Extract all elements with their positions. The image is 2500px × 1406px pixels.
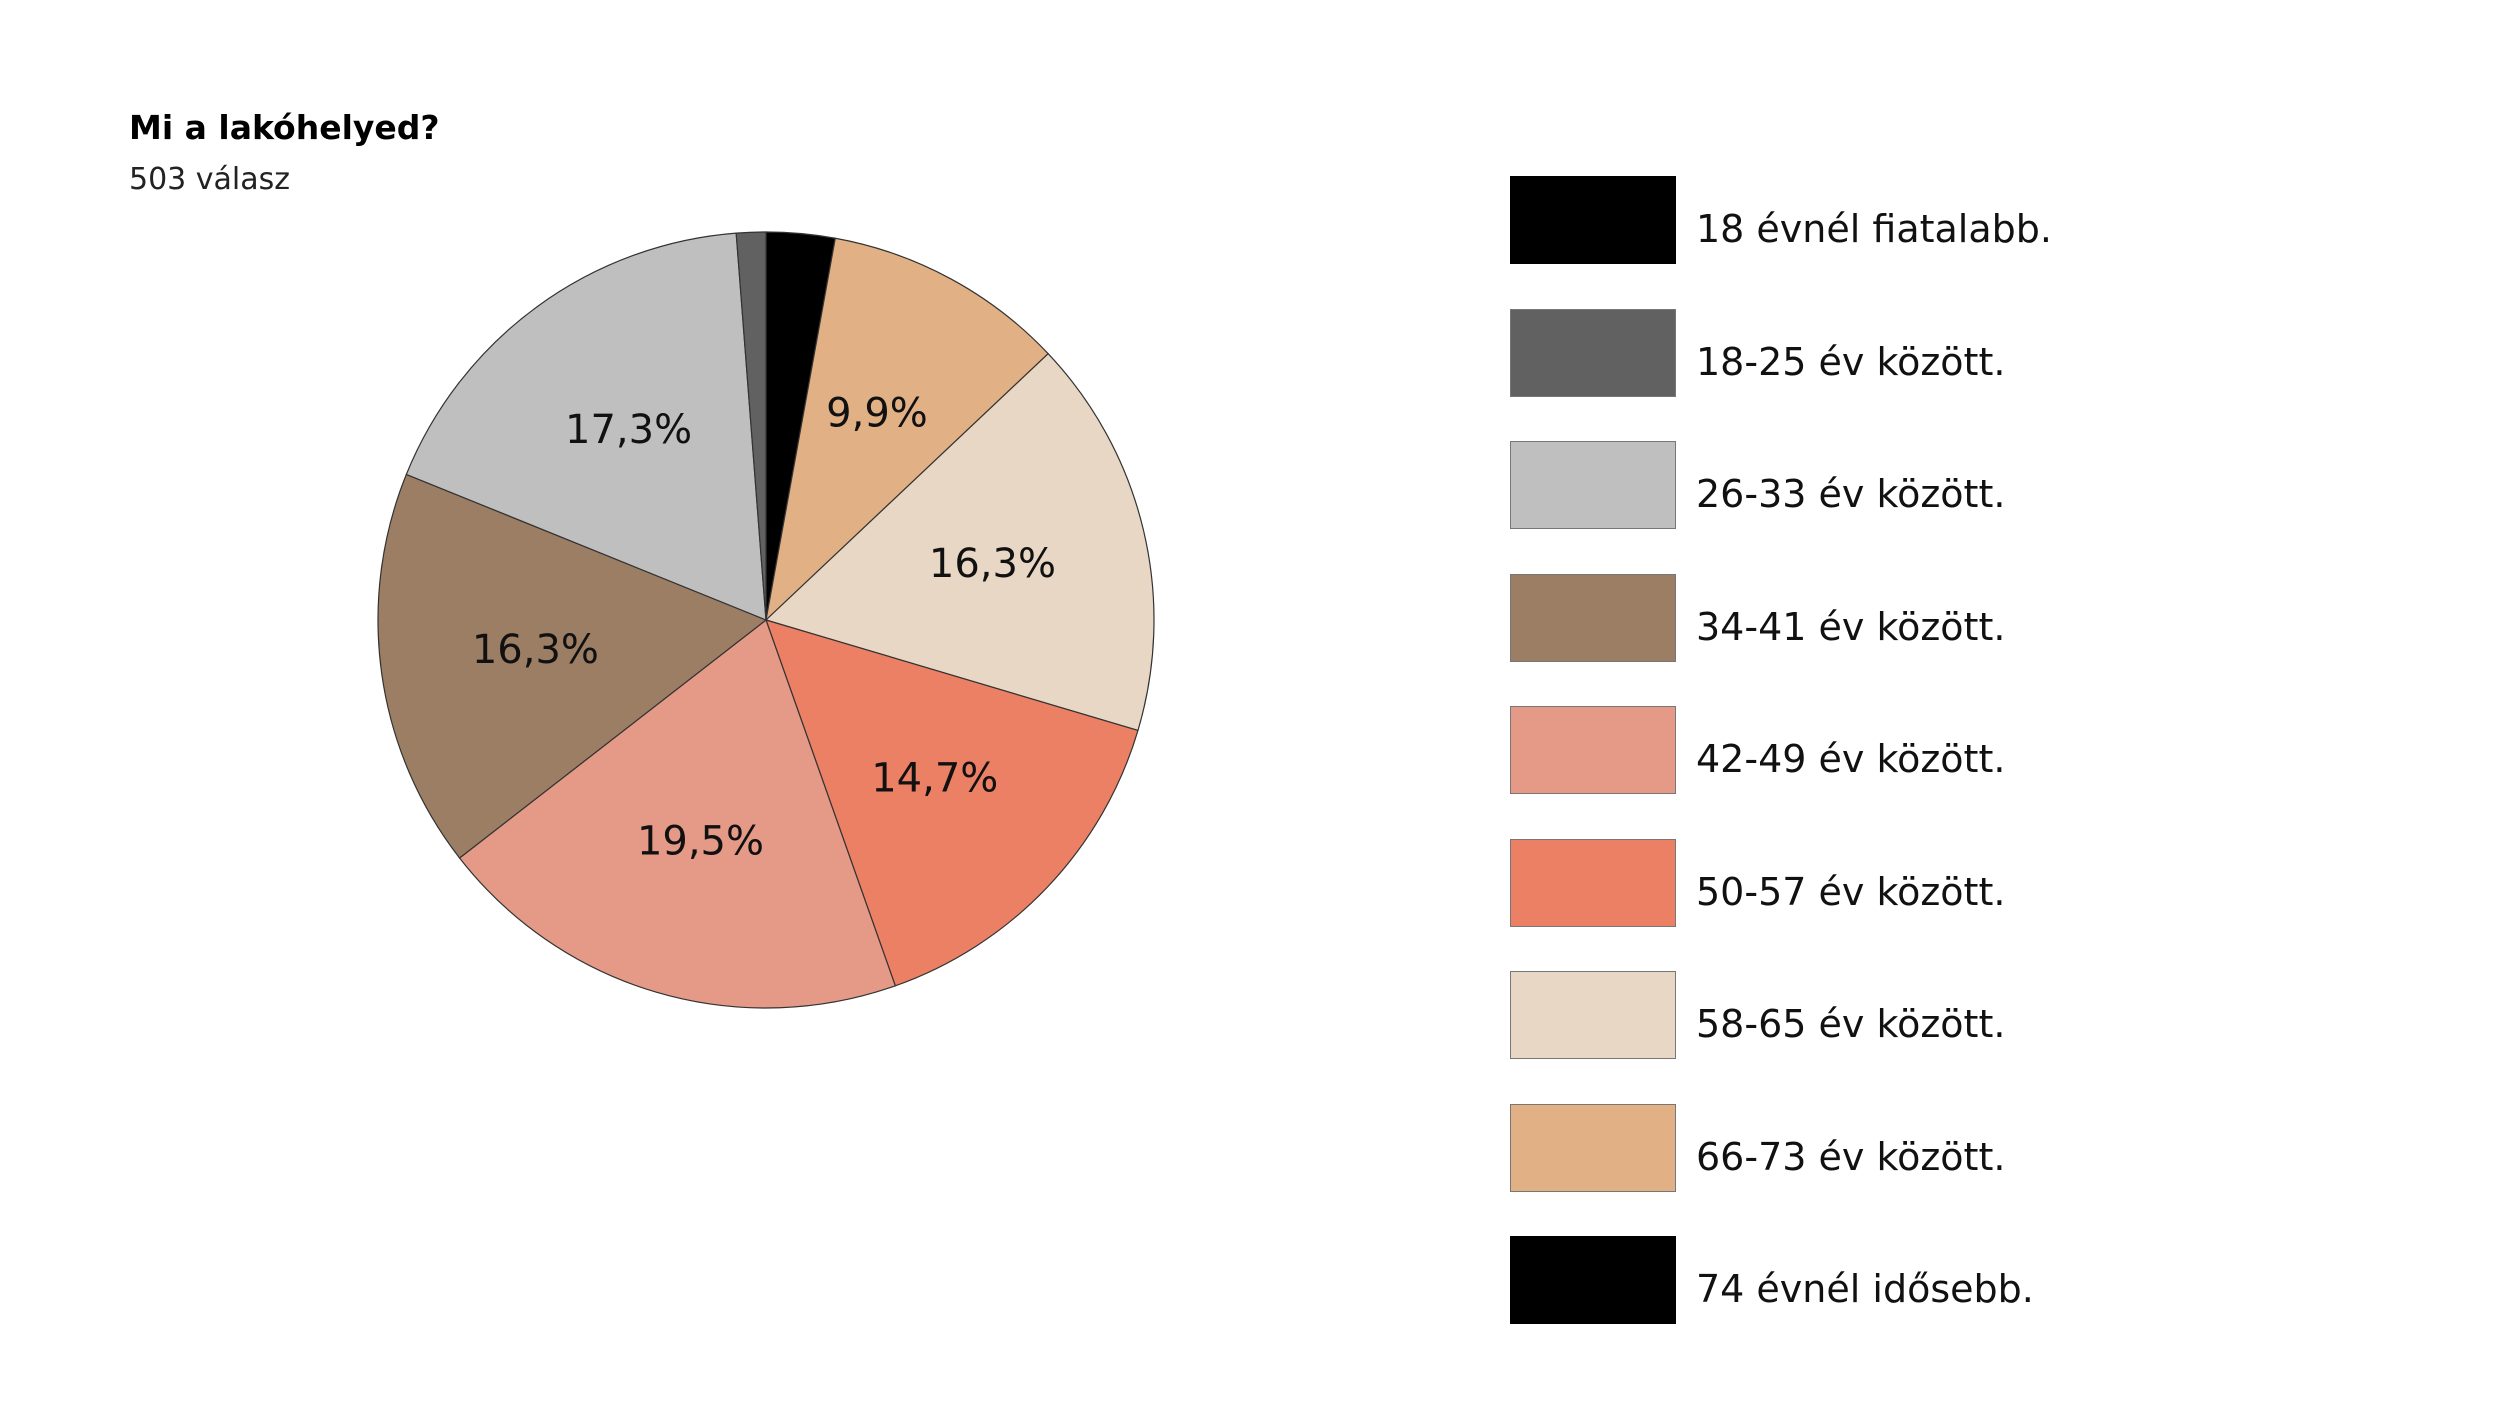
legend-item: 18-25 év között. (1510, 308, 2310, 399)
legend-swatch (1510, 838, 1676, 927)
pie-slice-label-7: 16,3% (929, 541, 1056, 587)
legend-item: 58-65 év között. (1510, 971, 2310, 1061)
legend-item: 74 évnél idősebb. (1510, 1236, 2310, 1326)
pie-slice-3 (405, 232, 767, 621)
legend-swatch (1510, 971, 1676, 1059)
pie-slice-2 (735, 231, 767, 621)
legend-label: 26-33 év között. (1696, 472, 2006, 516)
legend-item: 26-33 év között. (1510, 441, 2310, 531)
chart-subtitle: 503 válasz (129, 162, 291, 197)
legend-label: 74 évnél idősebb. (1696, 1267, 2034, 1311)
legend-label: 18-25 év között. (1696, 339, 2006, 384)
legend-swatch (1510, 706, 1676, 794)
legend-swatch (1510, 1103, 1676, 1192)
pie-slice-label-8: 9,9% (826, 390, 928, 436)
chart-title: Mi a lakóhelyed? (129, 108, 440, 147)
pie-slice-7 (764, 352, 1155, 732)
pie-slice-5 (458, 619, 897, 1009)
legend-label: 18 évnél fiatalabb. (1696, 207, 2052, 251)
legend-swatch (1510, 441, 1676, 529)
legend-label: 66-73 év között. (1696, 1134, 2006, 1179)
pie-slices (377, 231, 1155, 1009)
legend-swatch (1510, 308, 1676, 397)
legend-label: 42-49 év között. (1696, 737, 2006, 781)
legend-swatch (1510, 573, 1676, 662)
legend-item: 34-41 év között. (1510, 573, 2310, 664)
legend-swatch (1510, 1236, 1676, 1324)
pie-slice-label-4: 16,3% (472, 627, 599, 673)
legend-item: 18 évnél fiatalabb. (1510, 176, 2310, 266)
pie-slice-label-5: 19,5% (637, 818, 764, 864)
legend-swatch (1510, 176, 1676, 264)
pie-slice-label-6: 14,7% (871, 755, 998, 801)
legend-item: 66-73 év között. (1510, 1103, 2310, 1194)
pie-slice-8 (765, 237, 1050, 622)
pie-slice-4 (377, 473, 768, 859)
legend-label: 58-65 év között. (1696, 1002, 2006, 1046)
legend-label: 50-57 év között. (1696, 869, 2006, 914)
pie-slice-label-3: 17,3% (565, 407, 692, 453)
pie-slice-labels: 9,9% 16,3% 14,7% 19,5% 16,3% 17,3% (472, 390, 1056, 864)
legend-item: 50-57 év között. (1510, 838, 2310, 929)
legend-label: 34-41 év között. (1696, 604, 2006, 649)
pie-slice-6 (765, 619, 1139, 987)
legend-item: 42-49 év között. (1510, 706, 2310, 796)
